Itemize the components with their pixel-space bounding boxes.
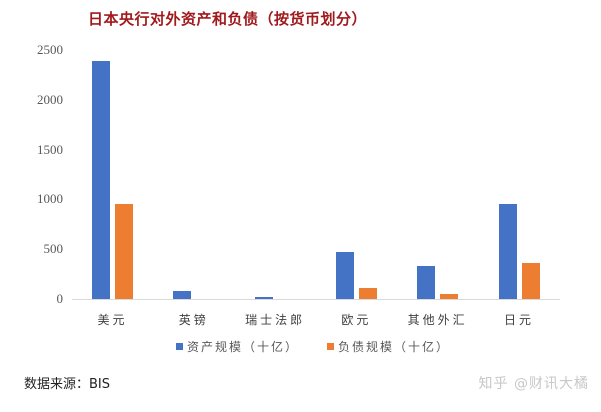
y-tick-label: 2000	[37, 91, 63, 107]
y-tick-label: 0	[56, 291, 64, 306]
x-category-label: 日元	[503, 313, 534, 327]
liability-bar	[358, 288, 377, 299]
asset-bar	[335, 252, 354, 299]
liability-bar	[440, 294, 459, 299]
liability-bar	[521, 263, 540, 299]
x-category-label: 美元	[97, 313, 128, 327]
legend: 资产规模（十亿） 负债规模（十亿）	[176, 338, 450, 355]
watermark: 知乎 @财讯大橘	[478, 376, 589, 392]
data-source-note: 数据来源：BIS	[24, 377, 111, 392]
liability-swatch-icon	[327, 343, 335, 350]
legend-item-liability: 负债规模（十亿）	[327, 338, 450, 355]
asset-bar	[173, 291, 192, 299]
bar-chart: 0 500 1000 1500 2000 2500 美元 英镑 瑞士法郎 欧元 其他外汇 日元	[37, 42, 560, 327]
asset-bar	[254, 297, 273, 299]
x-category-label: 欧元	[341, 313, 372, 327]
y-tick-label: 1000	[37, 191, 63, 207]
y-tick-label: 2500	[37, 42, 63, 57]
asset-swatch-icon	[176, 343, 183, 350]
x-category-label: 其他外汇	[407, 313, 468, 327]
legend-label-liability: 负债规模（十亿）	[338, 340, 451, 354]
legend-label-asset: 资产规模（十亿）	[187, 340, 300, 354]
legend-item-asset: 资产规模（十亿）	[176, 338, 299, 355]
x-axis-line	[72, 299, 560, 300]
liability-bar	[115, 203, 133, 299]
y-tick-label: 500	[43, 241, 64, 257]
y-tick-label: 1500	[37, 141, 63, 157]
asset-bar	[498, 203, 517, 299]
asset-bar	[92, 60, 110, 299]
chart-title: 日本央行对外资产和负债（按货币划分）	[88, 10, 368, 28]
x-category-label: 英镑	[178, 313, 209, 327]
asset-bar	[417, 266, 436, 299]
x-category-label: 瑞士法郎	[245, 313, 306, 327]
